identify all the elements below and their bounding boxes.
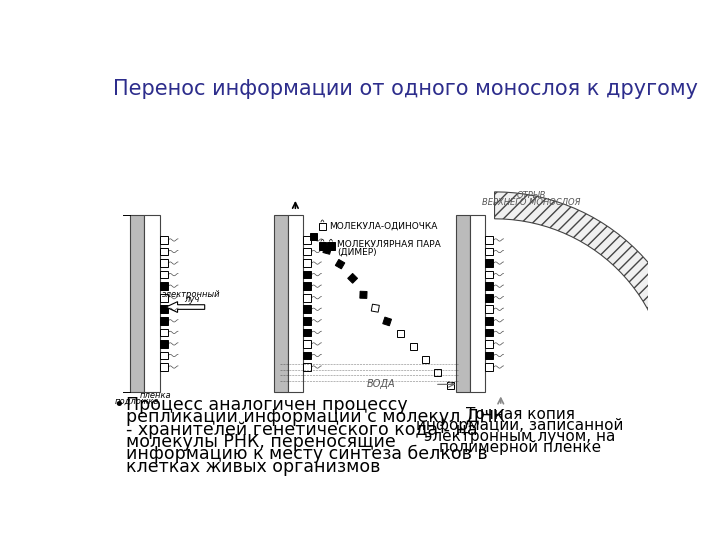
Bar (303, 328, 311, 336)
Bar (303, 271, 311, 279)
Text: ОТРЫВ: ОТРЫВ (517, 191, 546, 200)
Bar (485, 259, 493, 267)
Bar (485, 248, 493, 255)
Text: пленка: пленка (139, 391, 171, 400)
Bar (287, 215, 303, 392)
Bar (303, 340, 311, 348)
Text: молекулы РНК, переносящие: молекулы РНК, переносящие (126, 433, 395, 451)
Bar (144, 215, 160, 392)
Bar (323, 246, 331, 254)
Text: •: • (113, 396, 124, 414)
Text: ВЕРХНЕГО МОНОСЛОЯ: ВЕРХНЕГО МОНОСЛОЯ (482, 198, 581, 207)
Bar (485, 282, 493, 290)
Bar (160, 340, 168, 348)
Bar (434, 369, 441, 376)
Text: информации, записанной: информации, записанной (416, 418, 624, 433)
Text: луч: луч (184, 295, 199, 305)
Bar (469, 215, 485, 392)
Bar (327, 242, 335, 249)
Bar (160, 282, 168, 290)
Text: Точная копия: Точная копия (466, 408, 575, 422)
Bar (485, 363, 493, 371)
Bar (160, 248, 168, 255)
Text: электронным лучом, на: электронным лучом, на (424, 429, 616, 444)
Text: информацию к месту синтеза белков в: информацию к месту синтеза белков в (126, 445, 487, 463)
Bar (160, 271, 168, 279)
Bar (485, 294, 493, 301)
Bar (447, 382, 454, 389)
Text: ВОДА: ВОДА (366, 379, 395, 389)
Text: полимерной пленке: полимерной пленке (439, 440, 601, 455)
Text: электронный: электронный (162, 290, 221, 299)
Text: - хранителей генетического кода - на: - хранителей генетического кода - на (126, 421, 477, 438)
Bar (160, 317, 168, 325)
Bar (485, 340, 493, 348)
Text: МОЛЕКУЛА-ОДИНОЧКА: МОЛЕКУЛА-ОДИНОЧКА (330, 222, 438, 231)
Bar (410, 343, 417, 350)
Bar (348, 273, 358, 284)
Bar (485, 236, 493, 244)
Bar (160, 259, 168, 267)
Bar (422, 356, 429, 363)
Bar (485, 352, 493, 359)
Bar (360, 291, 367, 299)
Bar (160, 306, 168, 313)
Bar (485, 328, 493, 336)
Bar (303, 259, 311, 267)
Bar (310, 233, 318, 240)
Bar (303, 317, 311, 325)
Text: подложка: подложка (115, 396, 160, 406)
Bar (303, 248, 311, 255)
Bar (319, 222, 326, 231)
Bar (383, 317, 392, 326)
Text: Процесс аналогичен процессу: Процесс аналогичен процессу (126, 396, 408, 414)
Text: Перенос информации от одного монослоя к другому: Перенос информации от одного монослоя к … (113, 79, 698, 99)
Bar (319, 242, 326, 249)
Bar (130, 215, 144, 392)
Bar (485, 271, 493, 279)
Bar (160, 363, 168, 371)
Bar (160, 328, 168, 336)
Text: (ДИМЕР): (ДИМЕР) (337, 247, 377, 256)
Bar (303, 282, 311, 290)
Bar (160, 236, 168, 244)
Bar (336, 259, 345, 269)
Polygon shape (166, 302, 204, 313)
Bar (456, 215, 469, 392)
Bar (160, 294, 168, 301)
Bar (303, 352, 311, 359)
Bar (274, 215, 287, 392)
Bar (303, 294, 311, 301)
Text: МОЛЕКУЛЯРНАЯ ПАРА: МОЛЕКУЛЯРНАЯ ПАРА (337, 240, 441, 249)
Polygon shape (495, 192, 696, 423)
Bar (485, 317, 493, 325)
Bar (397, 330, 404, 337)
Text: репликации информации с молекул ДНК: репликации информации с молекул ДНК (126, 408, 505, 426)
Bar (372, 304, 379, 312)
Bar (485, 306, 493, 313)
Bar (303, 363, 311, 371)
Bar (303, 306, 311, 313)
Bar (160, 352, 168, 359)
Text: клетках живых организмов: клетках живых организмов (126, 457, 380, 476)
Bar (303, 236, 311, 244)
